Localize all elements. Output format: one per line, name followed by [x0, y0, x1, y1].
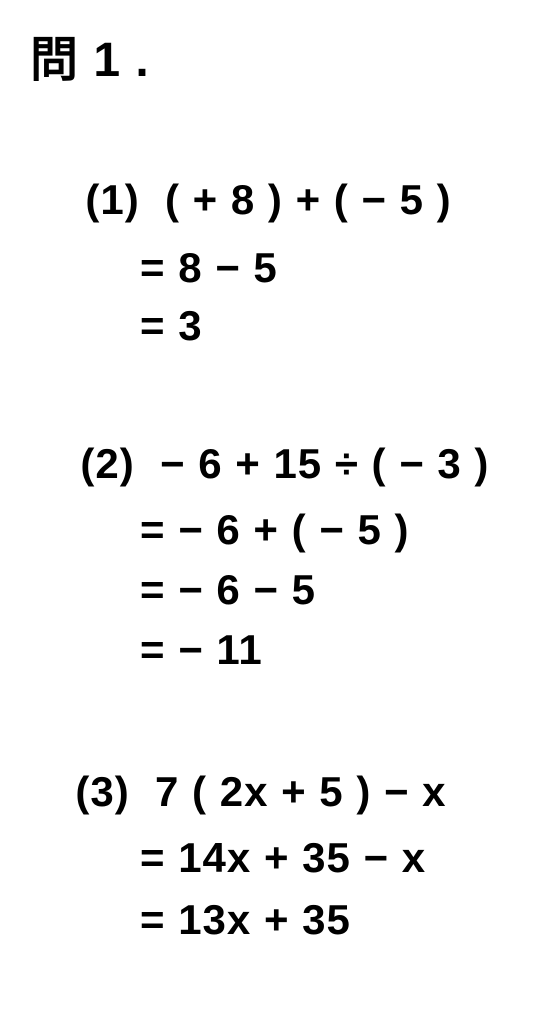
problem-1-expression: ( + 8 ) + ( − 5 ): [165, 176, 452, 223]
problem-1-number: (1): [85, 176, 139, 223]
problem-2-heading: (2) − 6 + 15 ÷ ( − 3 ): [55, 392, 523, 488]
worksheet-title: 問 1 .: [30, 20, 523, 90]
problem-2-number: (2): [80, 440, 134, 487]
problem-2-step-2: = − 6 − 5: [140, 566, 523, 614]
problem-3-step-2: = 13x + 35: [140, 896, 523, 944]
problem-3-step-1: = 14x + 35 − x: [140, 834, 523, 882]
problem-2-step-1: = − 6 + ( − 5 ): [140, 506, 523, 554]
problem-2-expression: − 6 + 15 ÷ ( − 3 ): [160, 440, 489, 487]
problem-1-step-1: = 8 − 5: [140, 244, 523, 292]
problem-3-heading: (3) 7 ( 2x + 5 ) − x: [50, 720, 523, 816]
problem-2-step-3: = − 11: [140, 626, 523, 674]
problem-3-expression: 7 ( 2x + 5 ) − x: [155, 768, 447, 815]
problem-3-number: (3): [75, 768, 129, 815]
problem-1-step-2: = 3: [140, 302, 523, 350]
problem-1-heading: (1) ( + 8 ) + ( − 5 ): [60, 128, 523, 224]
